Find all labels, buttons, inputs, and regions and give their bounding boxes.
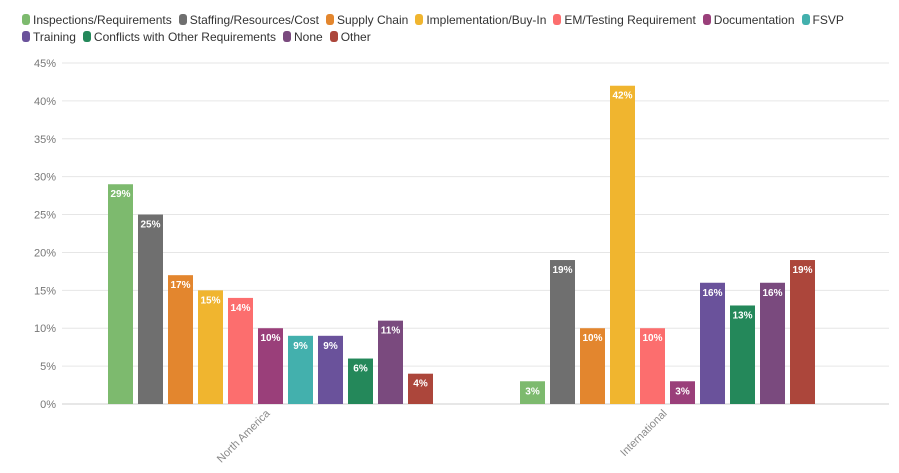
- data-label: 10%: [582, 333, 602, 344]
- legend-swatch: [22, 31, 30, 42]
- legend-label: Other: [340, 29, 371, 44]
- bar[interactable]: [520, 381, 545, 404]
- y-tick-label: 30%: [34, 172, 56, 184]
- y-tick-label: 0%: [40, 399, 56, 411]
- data-label: 25%: [140, 220, 160, 231]
- legend-item[interactable]: Implementation/Buy-In: [415, 12, 546, 27]
- bar[interactable]: [580, 328, 605, 404]
- y-tick-label: 10%: [34, 323, 56, 335]
- y-tick-label: 20%: [34, 247, 56, 259]
- legend-item[interactable]: Other: [329, 29, 371, 44]
- chart-legend: Inspections/Requirements Staffing/Resourc…: [22, 12, 882, 44]
- legend-label: Implementation/Buy-In: [426, 12, 547, 27]
- data-label: 3%: [675, 386, 690, 397]
- data-label: 29%: [110, 189, 130, 200]
- data-label: 15%: [200, 295, 220, 306]
- legend-item[interactable]: Staffing/Resources/Cost: [178, 12, 319, 27]
- data-label: 19%: [792, 265, 812, 276]
- bar[interactable]: [790, 260, 815, 404]
- y-tick-label: 15%: [34, 285, 56, 297]
- legend-label: EM/Testing Requirement: [564, 12, 696, 27]
- data-label: 10%: [260, 333, 280, 344]
- y-tick-label: 5%: [40, 361, 56, 373]
- legend-item[interactable]: Documentation: [702, 12, 795, 27]
- bar[interactable]: [108, 184, 133, 404]
- legend-label: None: [294, 29, 323, 44]
- legend-item[interactable]: Training: [22, 29, 76, 44]
- bar[interactable]: [408, 373, 433, 404]
- legend-label: Staffing/Resources/Cost: [189, 12, 319, 27]
- data-label: 9%: [323, 341, 338, 352]
- legend-item[interactable]: Supply Chain: [325, 12, 409, 27]
- bar[interactable]: [168, 275, 193, 404]
- legend-swatch: [82, 31, 91, 42]
- legend-swatch: [283, 31, 291, 42]
- x-category-label: International: [618, 408, 669, 459]
- data-label: 6%: [353, 364, 368, 375]
- bar[interactable]: [550, 260, 575, 404]
- legend-label: FSVP: [812, 12, 844, 27]
- legend-item[interactable]: EM/Testing Requirement: [553, 12, 696, 27]
- legend-swatch: [702, 14, 711, 25]
- data-label: 42%: [612, 91, 632, 102]
- legend-label: Documentation: [713, 12, 795, 27]
- bar[interactable]: [138, 214, 163, 404]
- bar[interactable]: [378, 320, 403, 404]
- data-label: 17%: [170, 280, 190, 291]
- legend-label: Supply Chain: [336, 12, 409, 27]
- data-label: 9%: [293, 341, 308, 352]
- legend-item[interactable]: Conflicts with Other Requirements: [82, 29, 276, 44]
- bar[interactable]: [670, 381, 695, 404]
- bar[interactable]: [700, 282, 725, 404]
- data-label: 4%: [413, 379, 428, 390]
- legend-swatch: [325, 14, 334, 25]
- y-tick-label: 45%: [34, 58, 56, 70]
- data-label: 16%: [702, 288, 722, 299]
- legend-swatch: [415, 14, 424, 25]
- legend-item[interactable]: None: [283, 29, 323, 44]
- legend-label: Inspections/Requirements: [33, 12, 172, 27]
- bar[interactable]: [730, 305, 755, 404]
- legend-swatch: [801, 14, 810, 25]
- legend-swatch: [178, 14, 187, 25]
- data-label: 10%: [642, 333, 662, 344]
- bar[interactable]: [228, 297, 253, 404]
- y-tick-label: 40%: [34, 96, 56, 108]
- bar[interactable]: [348, 358, 373, 404]
- bar[interactable]: [258, 328, 283, 404]
- y-tick-label: 25%: [34, 210, 56, 222]
- bar[interactable]: [610, 85, 635, 404]
- y-tick-label: 35%: [34, 134, 56, 146]
- bar[interactable]: [640, 328, 665, 404]
- bar[interactable]: [288, 335, 313, 404]
- data-label: 19%: [552, 265, 572, 276]
- data-label: 3%: [525, 386, 540, 397]
- data-label: 13%: [732, 310, 752, 321]
- bar[interactable]: [318, 335, 343, 404]
- data-label: 16%: [762, 288, 782, 299]
- legend-label: Training: [33, 29, 76, 44]
- bar[interactable]: [760, 282, 785, 404]
- data-label: 11%: [381, 326, 401, 337]
- legend-swatch: [329, 31, 338, 42]
- legend-swatch: [553, 14, 562, 25]
- legend-item[interactable]: Inspections/Requirements: [22, 12, 172, 27]
- bar[interactable]: [198, 290, 223, 404]
- legend-swatch: [22, 14, 30, 25]
- legend-item[interactable]: FSVP: [801, 12, 844, 27]
- legend-label: Conflicts with Other Requirements: [93, 29, 276, 44]
- x-category-label: North America: [215, 407, 273, 465]
- data-label: 14%: [230, 303, 250, 314]
